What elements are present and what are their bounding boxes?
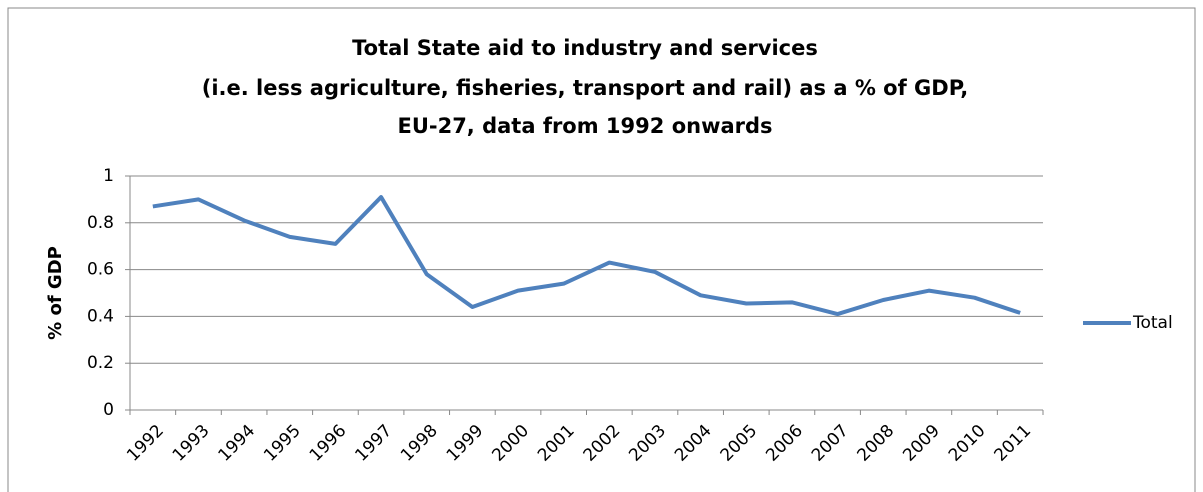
y-tick-label: 0	[103, 400, 114, 420]
data-line	[152, 195, 1021, 317]
y-tick-label: 1	[103, 166, 114, 186]
y-axis-label: % of GDP	[45, 246, 66, 340]
chart-title: EU-27, data from 1992 onwards	[397, 114, 772, 138]
chart-title: (i.e. less agriculture, fisheries, trans…	[202, 76, 968, 100]
chart-title: Total State aid to industry and services	[352, 36, 818, 60]
y-tick-label: 0.4	[87, 306, 114, 326]
y-tick-label: 0.8	[87, 213, 114, 233]
legend-label: Total	[1132, 313, 1173, 333]
y-tick-label: 0.6	[87, 260, 114, 280]
y-tick-label: 0.2	[87, 353, 114, 373]
